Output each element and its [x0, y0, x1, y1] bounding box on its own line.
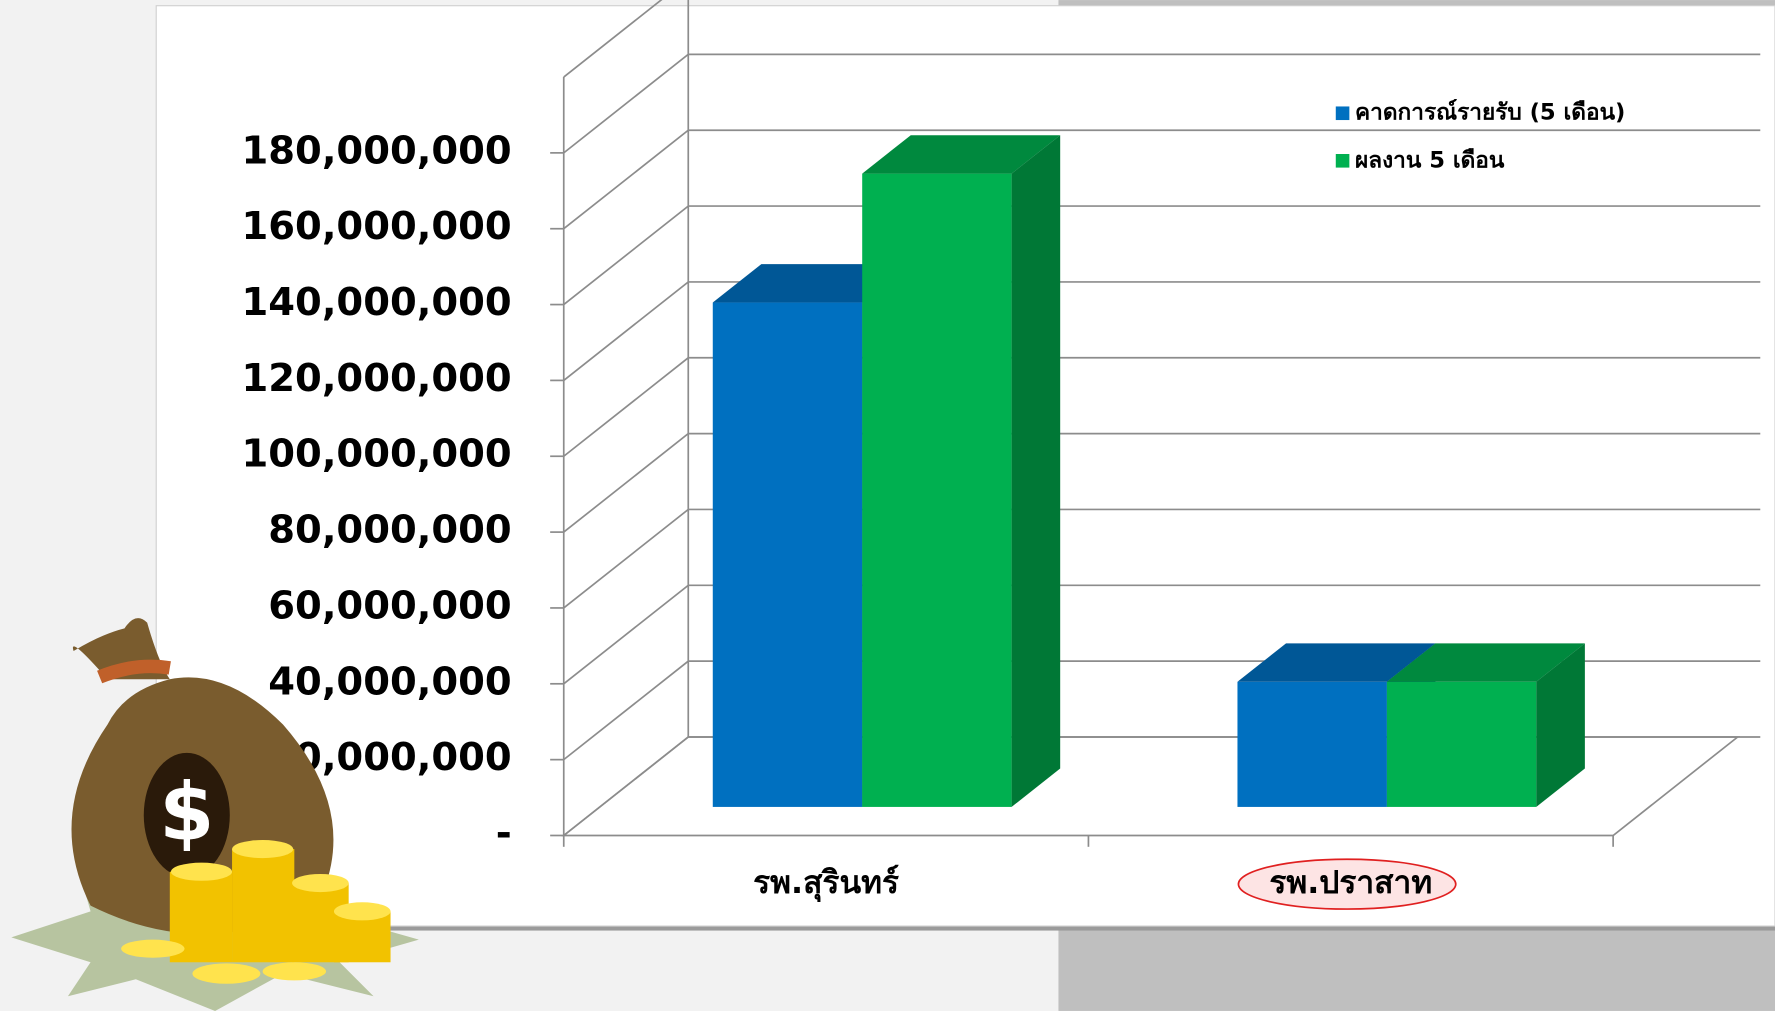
- floor: [561, 736, 1741, 837]
- svg-text:$: $: [159, 765, 214, 858]
- y-tick-label: -: [496, 811, 512, 856]
- bar-front: [862, 173, 1012, 807]
- plot: -20,000,00040,000,00060,000,00080,000,00…: [242, 0, 1761, 902]
- y-tick-label: 100,000,000: [242, 432, 512, 477]
- legend-label: คาดการณ์รายรับ (5 เดือน): [1355, 99, 1625, 126]
- y-tick-label: 140,000,000: [242, 280, 512, 325]
- bar-top: [1386, 643, 1585, 682]
- bar-side: [1011, 135, 1061, 807]
- bar-top: [1237, 643, 1436, 682]
- bar-front: [1386, 681, 1537, 807]
- grid-line: [563, 53, 1761, 154]
- grid-line: [563, 432, 1761, 533]
- grid-line: [563, 205, 1761, 306]
- legend-swatch: [1335, 106, 1350, 121]
- y-tick-label: 40,000,000: [268, 659, 511, 704]
- money-bag: $: [11, 618, 419, 1011]
- bar-side: [1536, 643, 1585, 807]
- x-tick-label: รพ.ปราสาท: [1269, 865, 1432, 901]
- grid-line: [563, 584, 1761, 685]
- y-tick-label: 180,000,000: [242, 128, 512, 173]
- bar-front: [1237, 681, 1387, 807]
- grid-line: [563, 129, 1761, 230]
- bar-top: [712, 264, 911, 303]
- bar-front: [712, 302, 863, 807]
- back-wall-frame: [563, 0, 663, 78]
- grid-line: [563, 508, 1761, 609]
- legend-label: ผลงาน 5 เดือน: [1355, 147, 1505, 173]
- y-tick-label: 80,000,000: [268, 508, 511, 553]
- highlight: [1237, 858, 1457, 910]
- bar-top: [862, 135, 1061, 174]
- grid-line: [563, 281, 1761, 382]
- legend-swatch: [1335, 154, 1350, 168]
- y-tick-label: 120,000,000: [242, 356, 512, 401]
- grid-line: [563, 356, 1761, 457]
- x-tick-label: รพ.สุรินทร์: [753, 865, 899, 902]
- y-tick-label: 60,000,000: [268, 583, 511, 628]
- y-tick-label: 160,000,000: [242, 204, 512, 249]
